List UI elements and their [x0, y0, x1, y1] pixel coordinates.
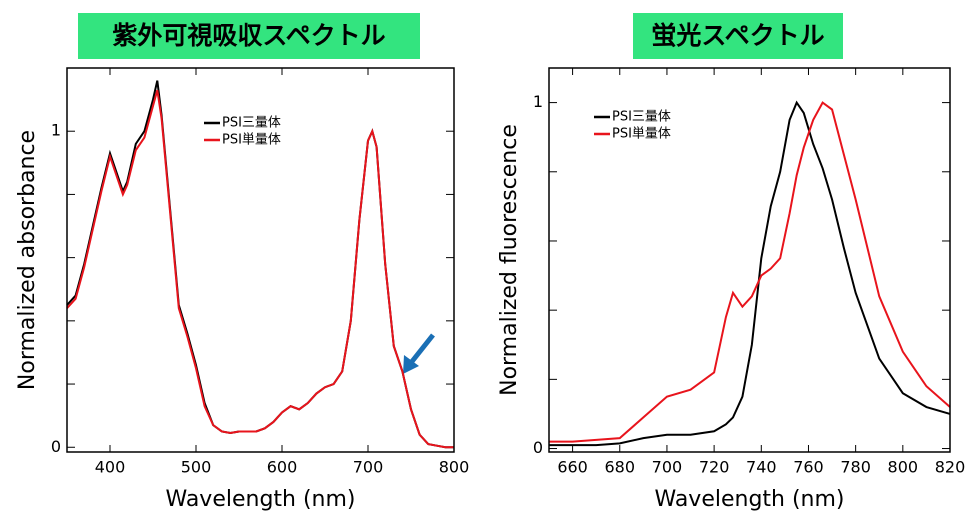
series-line: [66, 89, 454, 449]
chart-title: 蛍光スペクトル: [651, 21, 824, 50]
series-line: [549, 100, 951, 447]
plot-frame: [66, 67, 455, 453]
plot-frame: [548, 67, 951, 453]
arrow-head: [403, 355, 419, 374]
x-tick-label: 680: [604, 458, 635, 477]
x-tick-label: 800: [439, 458, 470, 477]
y-tick-label: 0: [51, 437, 61, 456]
y-axis-label: Normalized fluorescence: [497, 124, 522, 396]
x-tick-label: 600: [267, 458, 298, 477]
title-box: [78, 13, 420, 59]
arrow: [403, 333, 435, 374]
y-axis-label: Normalized absorbance: [15, 130, 40, 390]
arrow-shaft: [408, 333, 435, 366]
y-tick-label: 1: [533, 92, 543, 111]
legend-label: PSI単量体: [612, 126, 671, 142]
series-line: [549, 101, 951, 443]
y-tick-label: 1: [51, 121, 61, 140]
legend-label: PSI単量体: [222, 132, 281, 148]
x-tick-label: 700: [652, 458, 683, 477]
x-tick-label: 660: [557, 458, 588, 477]
chart-title: 紫外可視吸収スペクトル: [112, 21, 385, 50]
x-tick-label: 740: [746, 458, 777, 477]
x-tick-label: 500: [181, 458, 212, 477]
x-tick-label: 760: [793, 458, 824, 477]
legend-label: PSI三量体: [222, 116, 281, 131]
y-tick-label: 0: [533, 438, 543, 457]
x-tick-label: 800: [888, 458, 919, 477]
x-tick-label: 720: [699, 458, 730, 477]
x-axis-label: Wavelength (nm): [165, 487, 355, 512]
x-tick-label: 400: [95, 458, 126, 477]
legend-label: PSI三量体: [612, 110, 671, 125]
x-tick-label: 780: [840, 458, 871, 477]
title-box: [633, 13, 843, 59]
x-tick-label: 700: [353, 458, 384, 477]
x-tick-label: 820: [935, 458, 966, 477]
x-axis-label: Wavelength (nm): [654, 487, 844, 512]
